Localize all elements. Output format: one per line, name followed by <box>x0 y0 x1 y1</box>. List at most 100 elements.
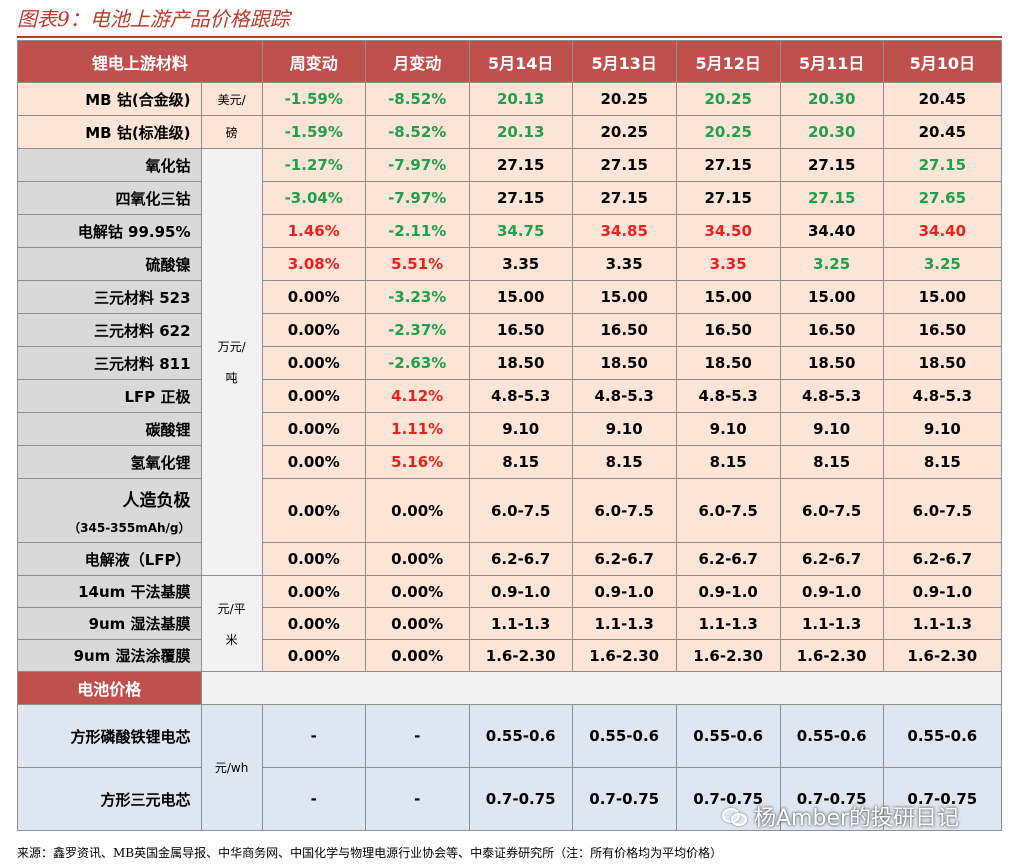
price-cell: 6.0-7.5 <box>779 478 884 543</box>
price-cell: 0.55-0.6 <box>468 704 573 768</box>
price-cell: 6.2-6.7 <box>571 542 677 576</box>
row-name: 电解钴 99.95% <box>17 214 202 248</box>
monthly-change: 0.00% <box>364 639 470 672</box>
price-cell: 4.8-5.3 <box>779 379 884 413</box>
table-row: 9um 湿法基膜 0.00% 0.00% 1.1-1.3 1.1-1.3 1.1… <box>17 607 1003 640</box>
price-cell: 3.35 <box>675 247 781 281</box>
price-cell: 6.2-6.7 <box>675 542 781 576</box>
price-cell: 20.25 <box>571 115 677 149</box>
price-cell: 0.9-1.0 <box>468 575 573 608</box>
table-row: 三元材料 523 0.00% -3.23% 15.00 15.00 15.00 … <box>17 280 1003 314</box>
price-cell: 20.30 <box>779 115 884 149</box>
price-cell: 34.40 <box>779 214 884 248</box>
weekly-change: 1.46% <box>261 214 366 248</box>
price-cell: 16.50 <box>675 313 781 347</box>
monthly-change: -2.63% <box>364 346 470 380</box>
price-cell: 27.15 <box>675 181 781 215</box>
price-cell: 27.15 <box>571 181 677 215</box>
table-row: 9um 湿法涂覆膜 0.00% 0.00% 1.6-2.30 1.6-2.30 … <box>17 639 1003 672</box>
weekly-change: -1.59% <box>261 82 366 116</box>
price-cell: 0.7-0.75 <box>882 767 1003 831</box>
unit-label: 元/平米 <box>200 575 263 672</box>
monthly-change: 0.00% <box>364 607 470 640</box>
price-cell: 6.2-6.7 <box>779 542 884 576</box>
table-row: 人造负极 （345-355mAh/g） 0.00% 0.00% 6.0-7.5 … <box>17 478 1003 543</box>
price-cell: 16.50 <box>882 313 1003 347</box>
weekly-change: -1.27% <box>261 148 366 182</box>
table-row: 氢氧化锂 0.00% 5.16% 8.15 8.15 8.15 8.15 8.1… <box>17 445 1003 479</box>
price-cell: 15.00 <box>779 280 884 314</box>
weekly-change: 0.00% <box>261 412 366 446</box>
row-name: 三元材料 811 <box>17 346 202 380</box>
row-name: 方形磷酸铁锂电芯 <box>17 704 202 768</box>
header-date: 5月12日 <box>675 40 781 83</box>
price-cell: 0.55-0.6 <box>571 704 677 768</box>
price-cell: 8.15 <box>675 445 781 479</box>
price-cell: 1.6-2.30 <box>675 639 781 672</box>
price-cell: 3.35 <box>571 247 677 281</box>
table-row: 四氧化三钴 -3.04% -7.97% 27.15 27.15 27.15 27… <box>17 181 1003 215</box>
weekly-change: 0.00% <box>261 575 366 608</box>
table-row: 14um 干法基膜 元/平米 0.00% 0.00% 0.9-1.0 0.9-1… <box>17 575 1003 672</box>
monthly-change: 0.00% <box>364 542 470 576</box>
table-row: 方形磷酸铁锂电芯 元/wh - - 0.55-0.6 0.55-0.6 0.55… <box>17 704 1003 831</box>
price-cell: 1.1-1.3 <box>882 607 1003 640</box>
table-row: 电解钴 99.95% 1.46% -2.11% 34.75 34.85 34.5… <box>17 214 1003 248</box>
row-name: MB 钴(合金级) <box>17 82 202 116</box>
price-cell: 1.1-1.3 <box>571 607 677 640</box>
row-name: 9um 湿法基膜 <box>17 607 202 640</box>
price-cell: 4.8-5.3 <box>675 379 781 413</box>
price-cell: 34.85 <box>571 214 677 248</box>
price-cell: 20.25 <box>571 82 677 116</box>
battery-section-spacer <box>200 671 1003 705</box>
price-cell: 27.65 <box>882 181 1003 215</box>
weekly-change: 3.08% <box>261 247 366 281</box>
price-cell: 34.40 <box>882 214 1003 248</box>
price-cell: 0.7-0.75 <box>571 767 677 831</box>
weekly-change: 0.00% <box>261 478 366 543</box>
price-cell: 4.8-5.3 <box>468 379 573 413</box>
header-monthly: 月变动 <box>364 40 470 83</box>
price-cell: 20.25 <box>675 115 781 149</box>
price-cell: 1.6-2.30 <box>779 639 884 672</box>
battery-section-header-row: 电池价格 <box>17 671 1003 705</box>
price-cell: 20.30 <box>779 82 884 116</box>
weekly-change: 0.00% <box>261 639 366 672</box>
price-cell: 6.0-7.5 <box>571 478 677 543</box>
unit-label: 磅 <box>200 115 263 149</box>
monthly-change: 5.16% <box>364 445 470 479</box>
price-cell: 18.50 <box>882 346 1003 380</box>
price-cell: 20.25 <box>675 82 781 116</box>
price-cell: 16.50 <box>571 313 677 347</box>
weekly-change: 0.00% <box>261 542 366 576</box>
price-cell: 6.2-6.7 <box>468 542 573 576</box>
row-name: 三元材料 622 <box>17 313 202 347</box>
table-row: 氧化钴 万元/吨 -1.27% -7.97% 27.15 27.15 27.15… <box>17 148 1003 576</box>
weekly-change: 0.00% <box>261 379 366 413</box>
price-cell: 8.15 <box>882 445 1003 479</box>
table-row: 方形三元电芯 - - 0.7-0.75 0.7-0.75 0.7-0.75 0.… <box>17 767 1003 831</box>
row-name: 方形三元电芯 <box>17 767 202 831</box>
row-name: 9um 湿法涂覆膜 <box>17 639 202 672</box>
weekly-change: 0.00% <box>261 346 366 380</box>
weekly-change: 0.00% <box>261 280 366 314</box>
price-cell: 20.13 <box>468 115 573 149</box>
price-cell: 27.15 <box>882 148 1003 182</box>
price-cell: 4.8-5.3 <box>882 379 1003 413</box>
price-cell: 0.9-1.0 <box>675 575 781 608</box>
price-cell: 18.50 <box>779 346 884 380</box>
monthly-change: -8.52% <box>364 115 470 149</box>
price-cell: 15.00 <box>882 280 1003 314</box>
header-weekly: 周变动 <box>261 40 366 83</box>
unit-label: 元/wh <box>200 704 263 831</box>
row-name: 硫酸镍 <box>17 247 202 281</box>
battery-section-header: 电池价格 <box>17 671 202 705</box>
price-cell: 16.50 <box>468 313 573 347</box>
price-cell: 4.8-5.3 <box>571 379 677 413</box>
price-cell: 8.15 <box>571 445 677 479</box>
price-cell: 18.50 <box>468 346 573 380</box>
table-row: MB 钴(合金级) 美元/ -1.59% -8.52% 20.13 20.25 … <box>17 82 1003 116</box>
page-title: 图表9：电池上游产品价格跟踪 <box>17 7 290 31</box>
price-cell: 1.6-2.30 <box>571 639 677 672</box>
title-divider <box>17 36 1002 38</box>
